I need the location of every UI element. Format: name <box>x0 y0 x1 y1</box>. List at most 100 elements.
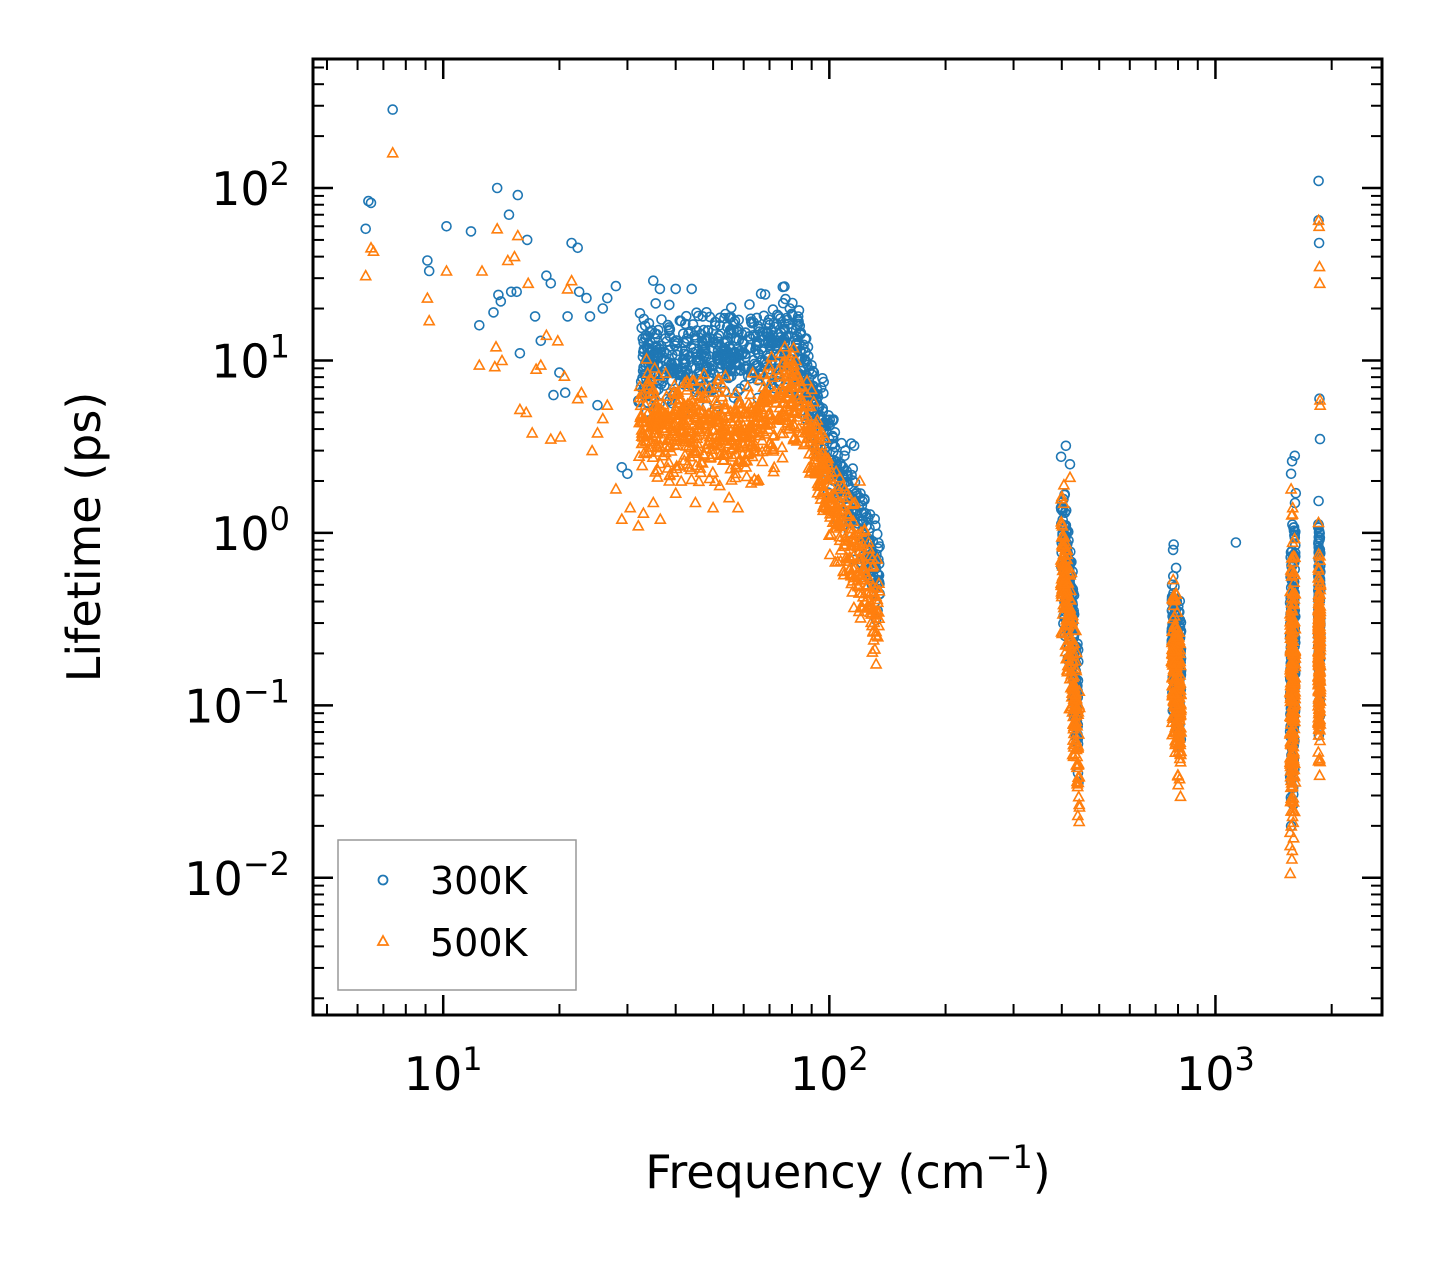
data-point-500k <box>1285 737 1298 750</box>
data-point-500k <box>662 474 676 486</box>
x-tick-label-base: 10 <box>790 1047 849 1101</box>
data-point-500k <box>814 473 828 486</box>
data-point-500k <box>1288 714 1302 727</box>
data-point-500k <box>691 388 705 400</box>
data-point-500k <box>834 543 848 555</box>
data-point-300k <box>748 354 759 366</box>
data-point-500k <box>866 579 880 592</box>
data-point-500k <box>746 426 760 438</box>
data-point-300k <box>702 325 714 336</box>
legend-box <box>337 839 577 991</box>
data-point-500k <box>807 395 821 407</box>
data-point-500k <box>571 392 585 404</box>
data-point-300k <box>562 311 573 322</box>
data-point-500k <box>838 482 852 494</box>
data-point-500k <box>833 471 847 483</box>
x-tick-label-exponent: 2 <box>848 1040 868 1078</box>
y-tick-label-base: 10 <box>211 507 270 561</box>
data-point-300k <box>686 283 698 295</box>
data-point-500k <box>650 423 663 435</box>
data-point-500k <box>733 439 746 451</box>
data-point-500k <box>767 460 781 473</box>
data-point-500k <box>822 528 836 541</box>
data-point-500k <box>847 600 861 613</box>
data-point-300k <box>1064 458 1076 470</box>
data-point-500k <box>1312 574 1326 586</box>
data-point-500k <box>818 431 832 443</box>
y-tick-label-exponent: −2 <box>243 845 290 883</box>
data-point-500k <box>722 491 736 503</box>
data-point-500k <box>1170 632 1184 644</box>
data-point-500k <box>838 534 852 546</box>
data-point-300k <box>1313 175 1324 187</box>
data-point-500k <box>551 334 565 346</box>
data-point-300k <box>744 299 755 310</box>
y-tick-label-base: 10 <box>184 852 243 906</box>
data-point-500k <box>842 509 856 522</box>
data-point-500k <box>1283 866 1297 879</box>
data-point-500k <box>702 424 715 437</box>
y-tick-label: 10−1 <box>184 672 290 733</box>
data-point-300k <box>1168 539 1179 550</box>
data-point-500k <box>856 537 870 550</box>
data-point-300k <box>725 302 737 314</box>
data-point-500k <box>857 562 871 574</box>
data-point-500k <box>1066 709 1080 722</box>
data-point-300k <box>360 223 372 235</box>
data-point-500k <box>1283 838 1297 851</box>
data-point-500k <box>829 464 843 477</box>
data-point-300k <box>798 343 809 355</box>
data-point-500k <box>838 539 851 552</box>
data-point-500k <box>1172 705 1186 717</box>
data-point-300k <box>870 520 881 532</box>
data-point-500k <box>1288 622 1302 634</box>
data-point-300k <box>495 296 507 307</box>
data-point-300k <box>465 226 477 237</box>
data-point-300k <box>848 440 860 452</box>
data-point-500k <box>1072 698 1086 710</box>
data-point-300k <box>1314 433 1326 445</box>
data-point-500k <box>1174 658 1187 671</box>
data-point-300k <box>706 364 718 376</box>
data-point-500k <box>1286 549 1300 562</box>
data-point-500k <box>650 441 664 453</box>
data-point-500k <box>670 404 683 417</box>
data-point-300k <box>808 367 820 378</box>
data-point-500k <box>763 436 777 448</box>
data-point-500k <box>718 411 731 424</box>
data-point-500k <box>847 570 861 583</box>
data-point-500k <box>495 353 509 366</box>
data-point-300k <box>842 470 854 482</box>
data-point-500k <box>1313 714 1327 726</box>
data-point-500k <box>1285 699 1299 712</box>
data-point-500k <box>785 410 798 422</box>
data-point-500k <box>1286 501 1300 513</box>
data-point-500k <box>718 398 732 410</box>
data-point-500k <box>1312 618 1325 630</box>
data-point-500k <box>671 396 685 408</box>
data-point-500k <box>719 369 732 381</box>
data-point-500k <box>513 402 527 415</box>
data-point-500k <box>1058 534 1072 547</box>
data-point-300k <box>671 337 683 349</box>
data-point-500k <box>1072 797 1086 810</box>
data-point-300k <box>634 307 646 319</box>
data-point-500k <box>1312 626 1326 638</box>
data-point-500k <box>659 407 672 419</box>
data-point-500k <box>697 367 711 379</box>
data-point-500k <box>1313 655 1326 668</box>
data-point-300k <box>663 345 675 356</box>
data-point-500k <box>637 506 650 519</box>
data-point-300k <box>766 335 778 347</box>
data-point-300k <box>1056 504 1067 515</box>
data-point-500k <box>1288 775 1302 787</box>
data-point-500k <box>1061 658 1075 671</box>
data-point-500k <box>1055 625 1068 637</box>
data-point-300k <box>719 357 731 368</box>
data-point-500k <box>686 425 700 437</box>
data-point-500k <box>639 446 653 459</box>
data-point-500k <box>367 244 380 256</box>
data-point-500k <box>655 403 669 416</box>
data-point-500k <box>691 443 705 456</box>
data-point-300k <box>733 326 744 338</box>
